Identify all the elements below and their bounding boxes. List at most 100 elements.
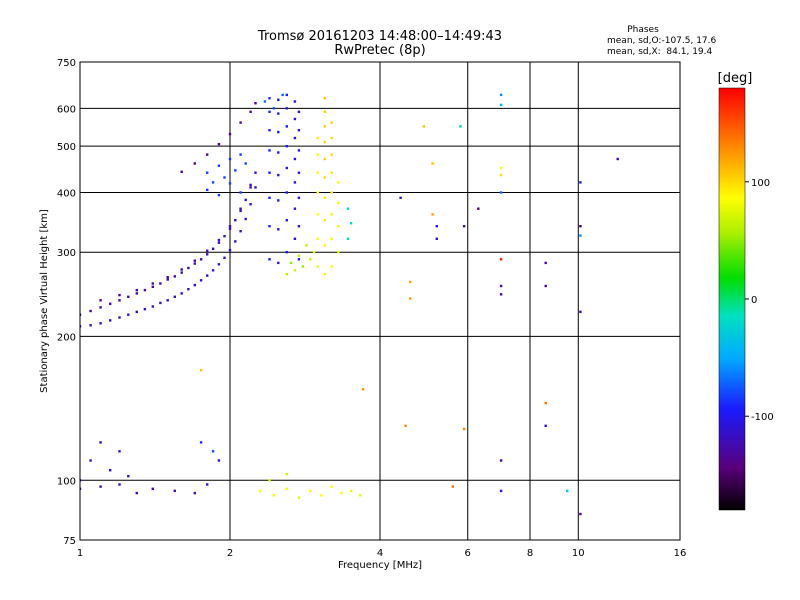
data-point-52 (99, 299, 102, 302)
data-point-14 (193, 283, 196, 287)
data-point-177 (193, 491, 196, 495)
data-point-221 (361, 388, 365, 391)
data-point-89 (268, 129, 271, 132)
data-point-132 (305, 244, 308, 247)
data-point-147 (323, 125, 326, 128)
data-point-171 (80, 487, 82, 490)
data-point-27 (89, 309, 92, 313)
data-point-163 (349, 222, 353, 225)
data-point-121 (297, 110, 301, 113)
data-point-87 (268, 171, 271, 174)
data-point-145 (323, 157, 326, 161)
data-point-153 (330, 191, 333, 194)
data-point-56 (166, 276, 169, 279)
data-point-55 (151, 282, 154, 285)
x-tick-label-0: 1 (77, 548, 83, 559)
data-point-209 (499, 191, 503, 194)
data-point-168 (109, 469, 112, 472)
data-point-92 (277, 261, 280, 265)
data-point-19 (223, 256, 226, 259)
data-point-22 (239, 230, 242, 233)
data-point-174 (135, 491, 138, 495)
data-point-133 (316, 265, 319, 268)
data-point-211 (499, 284, 503, 288)
data-point-143 (323, 196, 326, 199)
data-point-0 (80, 325, 82, 328)
data-point-187 (320, 494, 323, 497)
data-point-85 (268, 225, 271, 228)
data-point-116 (297, 225, 301, 228)
data-point-29 (109, 302, 112, 305)
data-point-194 (399, 196, 402, 199)
colorbar-tick-label-1: 0 (751, 295, 757, 306)
data-point-191 (359, 494, 362, 497)
grid-lines (80, 62, 680, 540)
data-point-36 (166, 278, 169, 281)
data-point-230 (579, 512, 582, 516)
x-tick-label-4: 8 (527, 548, 533, 559)
data-point-149 (323, 97, 326, 100)
data-point-45 (223, 235, 226, 238)
data-point-37 (173, 275, 176, 278)
data-point-134 (316, 237, 319, 240)
data-point-100 (285, 251, 288, 254)
data-point-215 (579, 181, 582, 184)
y-axis-label: Stationary phase Virtual Height [km] (39, 209, 50, 393)
data-point-175 (151, 487, 154, 490)
data-point-35 (159, 282, 162, 285)
data-point-138 (316, 153, 319, 156)
data-point-69 (239, 121, 242, 124)
y-tick-label-1: 100 (57, 476, 76, 487)
data-point-81 (217, 193, 221, 197)
data-point-213 (544, 261, 547, 265)
data-point-109 (293, 207, 297, 210)
data-point-102 (285, 191, 288, 194)
data-point-140 (323, 272, 326, 276)
data-point-135 (316, 213, 319, 216)
data-point-62 (239, 207, 242, 210)
data-point-61 (228, 225, 232, 228)
data-point-136 (316, 191, 319, 194)
data-point-197 (422, 125, 426, 128)
data-point-113 (293, 117, 297, 121)
data-point-44 (217, 241, 221, 244)
data-point-34 (151, 285, 154, 288)
data-point-96 (277, 151, 280, 154)
data-point-165 (80, 479, 82, 482)
data-point-16 (206, 274, 209, 277)
data-point-31 (127, 295, 130, 298)
data-point-94 (277, 199, 280, 202)
data-point-5 (127, 313, 130, 316)
data-point-107 (285, 93, 288, 97)
data-point-179 (217, 459, 221, 462)
data-point-114 (293, 100, 297, 103)
data-point-60 (217, 238, 221, 242)
data-point-33 (143, 288, 147, 292)
data-point-181 (211, 450, 215, 453)
data-point-12 (180, 292, 183, 295)
colorbar-tick-label-0: -100 (751, 412, 774, 423)
colorbar-ticks: -100 0 100 (745, 178, 774, 423)
data-point-166 (89, 459, 92, 462)
data-point-208 (499, 173, 503, 177)
data-point-137 (316, 171, 319, 174)
data-point-80 (206, 188, 209, 192)
x-tick-label-5: 10 (572, 548, 585, 559)
phases-o-line: mean, sd,O:-107.5, 17.6 (607, 36, 717, 46)
data-point-223 (462, 427, 466, 431)
data-point-48 (239, 209, 242, 213)
data-point-9 (159, 301, 162, 305)
data-point-127 (301, 265, 304, 268)
data-point-170 (127, 475, 130, 478)
data-point-115 (297, 258, 301, 261)
data-point-99 (277, 98, 280, 101)
data-point-144 (323, 176, 326, 179)
data-point-67 (217, 142, 221, 146)
data-point-86 (268, 196, 271, 199)
data-point-73 (211, 181, 215, 184)
data-point-50 (249, 186, 252, 189)
data-point-205 (499, 93, 503, 97)
data-point-108 (293, 237, 297, 240)
data-point-154 (330, 171, 333, 174)
data-point-207 (499, 166, 503, 170)
